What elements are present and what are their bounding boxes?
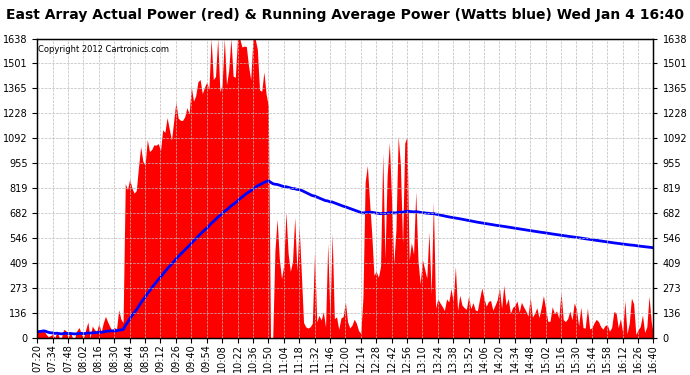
Text: Copyright 2012 Cartronics.com: Copyright 2012 Cartronics.com: [39, 45, 170, 54]
Text: East Array Actual Power (red) & Running Average Power (Watts blue) Wed Jan 4 16:: East Array Actual Power (red) & Running …: [6, 8, 684, 21]
